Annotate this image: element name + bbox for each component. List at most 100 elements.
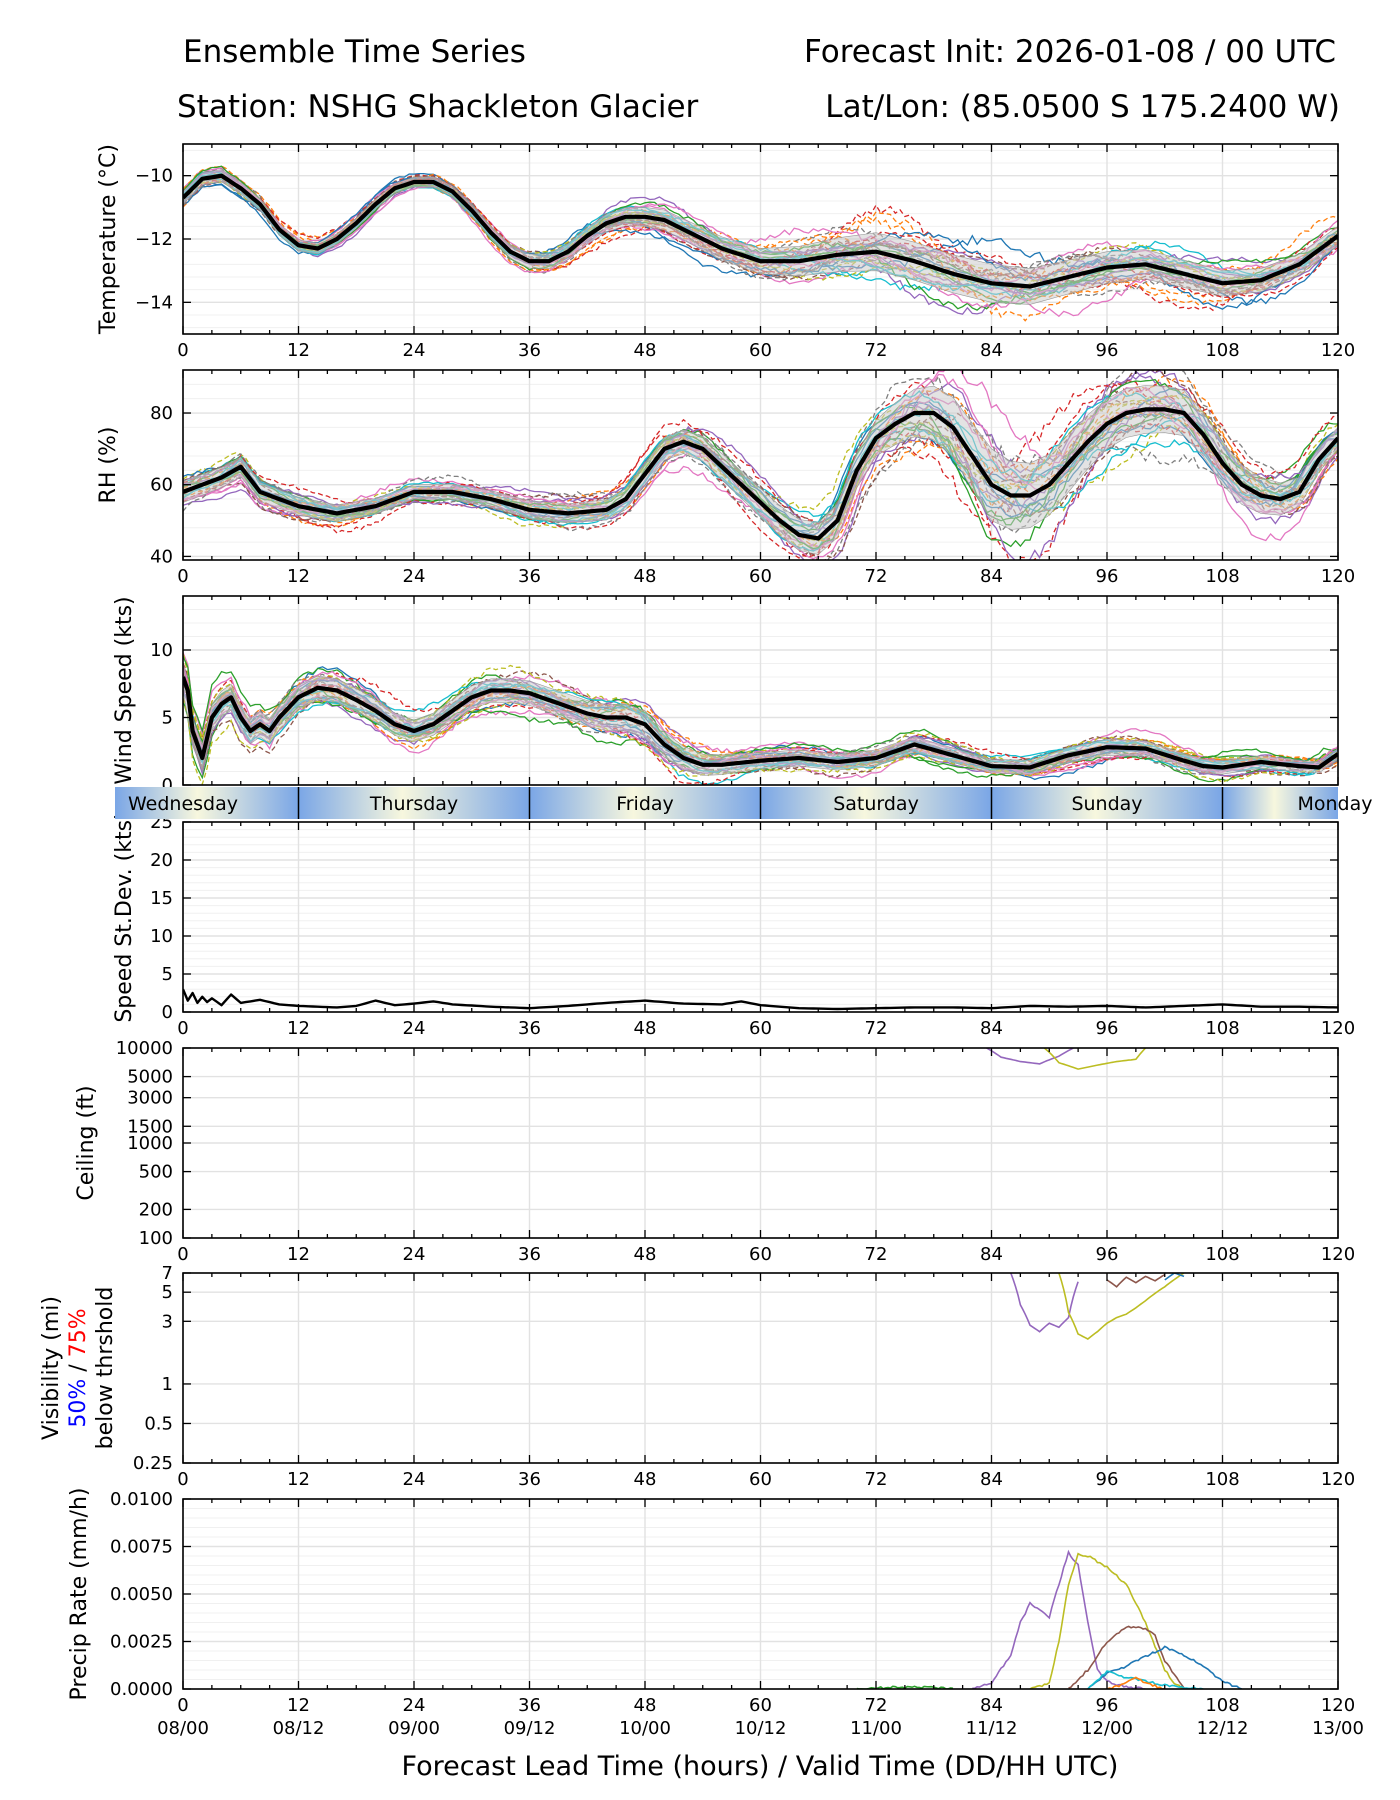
y-tick-label: 0.5: [144, 1413, 173, 1434]
x-tick-label: 84: [980, 340, 1003, 361]
series-member-orange: [1106, 1676, 1165, 1689]
x-tick-label: 12: [287, 1018, 310, 1039]
y-tick-label: 500: [139, 1162, 173, 1183]
x-tick-label: 12: [287, 340, 310, 361]
figure-title: Ensemble Time Series: [183, 34, 526, 70]
spread-band: [183, 663, 1338, 776]
series-member-blue: [1164, 1273, 1185, 1281]
x-tick-label: 48: [634, 1018, 657, 1039]
x-tick-label: 84: [980, 1469, 1003, 1490]
day-segment: [760, 787, 992, 819]
plot-area-precip: [856, 1549, 1243, 1689]
plot-area-rh: [183, 370, 1338, 560]
x-tick-label: 108: [1205, 1469, 1239, 1490]
panels: 0 12 24 36 48 60 72 84 96 108 120−10−12−14Temperat…: [39, 143, 1364, 1739]
panel-rh: 0 12 24 36 48 60 72 84 96 108 120 40 60 80 RH (%): [96, 369, 1355, 587]
valid-time-label: 10/12: [735, 1718, 787, 1739]
x-tick-label: 0: [177, 1469, 188, 1490]
day-label: Thursday: [369, 793, 458, 815]
y-axis-label: Precip Rate (mm/h): [67, 1488, 92, 1701]
valid-time-label: 13/00: [1312, 1718, 1364, 1739]
x-tick-label: 36: [518, 1469, 541, 1490]
y-tick-label: −14: [135, 292, 173, 313]
valid-time-label: 11/00: [850, 1718, 902, 1739]
x-tick-label: 84: [980, 1018, 1003, 1039]
ensemble-mean-line: [183, 173, 1338, 289]
y-tick-label: 40: [150, 546, 173, 567]
y-tick-label: 15: [150, 888, 173, 909]
x-tick-label: 0: [177, 1018, 188, 1039]
day-label: Friday: [616, 793, 674, 815]
y-tick-label: 5000: [127, 1067, 173, 1088]
forecast-init: Forecast Init: 2026-01-08 / 00 UTC: [804, 34, 1336, 70]
spread-band: [183, 385, 1338, 555]
y-tick-label: −12: [135, 229, 173, 250]
x-tick-label: 96: [1096, 1244, 1119, 1265]
y-axis-label: Wind Speed (kts): [112, 596, 137, 784]
day-segment: [1222, 787, 1338, 819]
y-axis-label: Ceiling (ft): [74, 1085, 99, 1200]
x-tick-label: 0: [177, 1244, 188, 1265]
x-tick-label: 120: [1321, 1469, 1355, 1490]
series-member-cyan: [1087, 1670, 1204, 1689]
day-label: Sunday: [1071, 793, 1142, 815]
station-name: Station: NSHG Shackleton Glacier: [177, 89, 699, 125]
plot-area-wind: [183, 652, 1338, 785]
valid-time-label: 08/12: [273, 1718, 325, 1739]
x-tick-label: 0: [177, 1695, 188, 1716]
x-tick-label: 0: [177, 566, 188, 587]
x-tick-label: 72: [865, 1018, 888, 1039]
x-tick-label: 60: [749, 340, 772, 361]
x-tick-label: 48: [634, 1695, 657, 1716]
plot-area-visibility: [1010, 1273, 1185, 1340]
x-tick-label: 108: [1205, 1244, 1239, 1265]
panel-precip: 0 12 24 36 48 60 72 84 96 108 120 0.0000 0.0025 0.005…: [67, 1488, 1364, 1739]
x-tick-label: 72: [865, 340, 888, 361]
y-tick-label: 3000: [127, 1088, 173, 1109]
x-tick-label: 108: [1205, 1695, 1239, 1716]
x-tick-label: 24: [403, 1018, 426, 1039]
y-tick-label: 60: [150, 475, 173, 496]
day-bar: Wednesday Thursday Friday Saturday Sunday Mon…: [115, 787, 1373, 819]
x-tick-label: 120: [1321, 1244, 1355, 1265]
x-tick-label: 60: [749, 566, 772, 587]
x-tick-label: 72: [865, 1695, 888, 1716]
x-tick-label: 84: [980, 1244, 1003, 1265]
x-tick-label: 48: [634, 340, 657, 361]
x-tick-label: 60: [749, 1018, 772, 1039]
y-tick-label: 10: [150, 926, 173, 947]
y-axis-label-sub: below thrshold: [93, 1287, 118, 1450]
valid-time-label: 12/12: [1197, 1718, 1249, 1739]
y-tick-label: 1000: [127, 1133, 173, 1154]
y-axis-label: Visibility (mi): [39, 1296, 64, 1440]
x-tick-label: 24: [403, 566, 426, 587]
x-tick-label: 96: [1096, 566, 1119, 587]
y-axis-label: Temperature (°C): [96, 144, 121, 335]
y-tick-label: 1: [162, 1374, 173, 1395]
x-tick-label: 120: [1321, 566, 1355, 587]
y-tick-label: 3: [162, 1311, 173, 1332]
y-axis-label-part: 75%: [66, 1308, 91, 1357]
y-tick-label: 0.0025: [110, 1632, 173, 1653]
y-tick-label: 80: [150, 403, 173, 424]
y-tick-label: 0.0000: [110, 1679, 173, 1700]
series-member-blue: [1087, 1645, 1243, 1689]
x-tick-label: 12: [287, 1695, 310, 1716]
panel-wind: 0 5 10 Wind Speed (kts): [112, 595, 1339, 796]
x-tick-label: 96: [1096, 1018, 1119, 1039]
x-tick-label: 84: [980, 566, 1003, 587]
y-tick-label: 0.0075: [110, 1537, 173, 1558]
station-latlon: Lat/Lon: (85.0500 S 175.2400 W): [825, 89, 1340, 125]
x-tick-label: 96: [1096, 1695, 1119, 1716]
valid-time-label: 08/00: [157, 1718, 209, 1739]
y-axis-label-percentiles: 50% / 75%: [66, 1308, 91, 1427]
y-axis-label: Speed St.Dev. (kts): [112, 811, 137, 1022]
x-tick-label: 120: [1321, 1018, 1355, 1039]
day-segment: [991, 787, 1223, 819]
y-tick-label: 5: [162, 1282, 173, 1303]
series-member-olive: [1058, 1273, 1185, 1340]
y-tick-label: 0: [162, 1002, 173, 1023]
day-label: Monday: [1297, 793, 1372, 815]
panel-ceiling: 0 12 24 36 48 60 72 84 96 108 120 100 200 500 10001500…: [74, 1038, 1355, 1265]
x-tick-label: 24: [403, 1244, 426, 1265]
